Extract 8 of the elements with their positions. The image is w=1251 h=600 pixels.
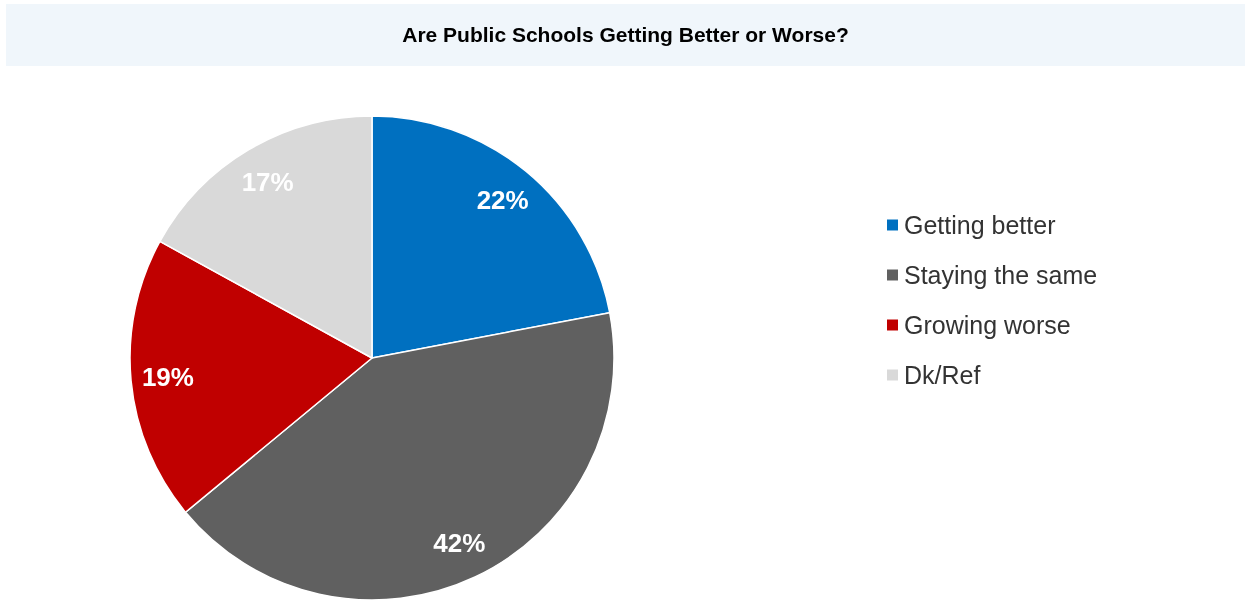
legend-label: Growing worse <box>904 311 1071 339</box>
chart-title: Are Public Schools Getting Better or Worse? <box>6 4 1245 66</box>
data-label: 22% <box>476 185 529 216</box>
legend-label: Getting better <box>904 211 1056 239</box>
legend-label: Staying the same <box>904 261 1098 289</box>
legend-label: Dk/Ref <box>904 361 981 389</box>
data-label: 42% <box>433 528 486 559</box>
data-label: 19% <box>141 362 194 393</box>
